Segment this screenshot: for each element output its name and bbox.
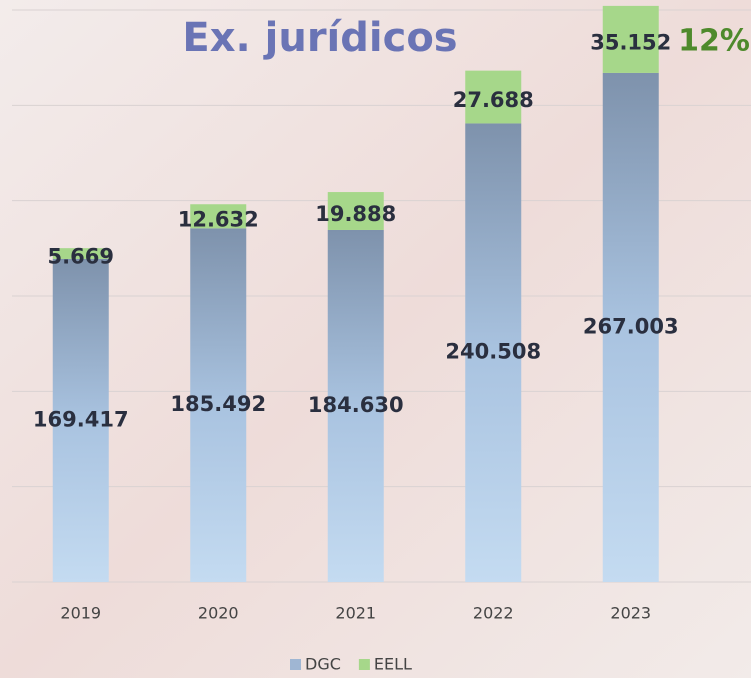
bar-segment	[327, 192, 384, 230]
bar-segment	[52, 258, 109, 582]
bar-segment	[602, 5, 659, 73]
value-label: 35.152	[590, 30, 671, 54]
value-label: 169.417	[33, 407, 129, 431]
bar-segment	[602, 72, 659, 583]
legend-swatch	[290, 659, 301, 670]
legend-label: DGC	[305, 655, 341, 674]
x-tick-label: 2019	[60, 604, 101, 623]
legend-label: EELL	[374, 655, 412, 674]
x-tick-label: 2023	[610, 604, 651, 623]
x-tick-label: 2021	[335, 604, 376, 623]
legend-swatch	[358, 659, 370, 670]
value-label: 240.508	[445, 340, 541, 364]
chart-title: Ex. jurídicos	[182, 15, 457, 61]
value-label: 5.669	[48, 245, 114, 269]
value-label: 12.632	[178, 207, 259, 231]
annotation: 12%	[678, 24, 750, 59]
value-label: 185.492	[170, 392, 266, 416]
x-tick-label: 2022	[473, 604, 514, 623]
value-label: 267.003	[583, 314, 679, 338]
value-label: 27.688	[453, 88, 534, 112]
bar-segment	[190, 204, 247, 229]
value-label: 19.888	[315, 202, 396, 226]
value-label: 184.630	[308, 393, 404, 417]
bar-segment	[190, 228, 247, 582]
bar-segment	[327, 229, 384, 582]
bar-segment	[465, 123, 522, 583]
x-tick-label: 2020	[198, 604, 239, 623]
bar-segment	[465, 70, 522, 124]
bar-segment	[52, 248, 109, 259]
